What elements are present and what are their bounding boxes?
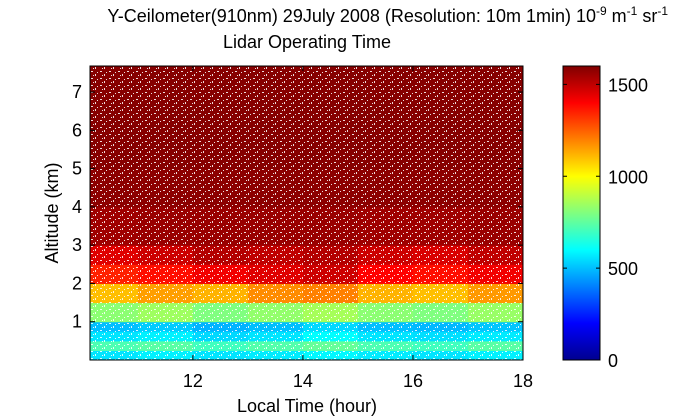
- y-axis-label: Altitude (km): [42, 162, 62, 263]
- x-tick-label: 14: [293, 371, 313, 391]
- title-part: m: [607, 6, 627, 26]
- plot-frame: [89, 65, 524, 361]
- title-part: -1: [657, 4, 668, 18]
- y-tick-label: 4: [72, 197, 82, 217]
- title-part: sr: [637, 6, 657, 26]
- texture: [90, 66, 523, 360]
- title-part: Y-Ceilometer(910nm) 29July 2008 (Resolut…: [107, 6, 596, 26]
- colorbar-tick-label: 1500: [608, 75, 648, 95]
- colorbar-tick-label: 500: [608, 259, 638, 279]
- y-tick-label: 6: [72, 120, 82, 140]
- colorbar: [562, 65, 601, 361]
- colorbar-tick-label: 1000: [608, 167, 648, 187]
- colorbar-tick-label: 0: [608, 351, 618, 371]
- y-tick-label: 7: [72, 82, 82, 102]
- x-tick-label: 18: [513, 371, 533, 391]
- x-axis-label: Local Time (hour): [237, 396, 377, 416]
- chart-subtitle: Lidar Operating Time: [223, 32, 391, 52]
- title-part: -1: [627, 4, 638, 18]
- title-part: -9: [596, 4, 607, 18]
- x-tick-label: 16: [403, 371, 423, 391]
- y-tick-label: 5: [72, 159, 82, 179]
- x-tick-label: 12: [183, 371, 203, 391]
- y-tick-label: 2: [72, 273, 82, 293]
- y-tick-label: 1: [72, 312, 82, 332]
- chart-title: Y-Ceilometer(910nm) 29July 2008 (Resolut…: [107, 4, 668, 26]
- y-tick-label: 3: [72, 235, 82, 255]
